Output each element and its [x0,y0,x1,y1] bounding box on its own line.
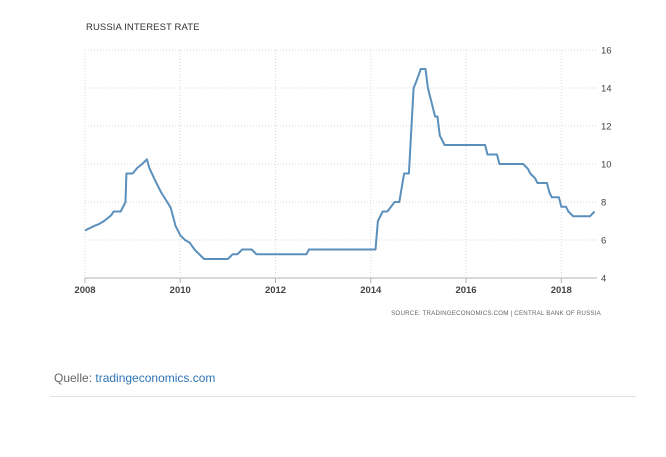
caption-divider [50,396,636,397]
chart-svg: RUSSIA INTEREST RATE 2008 2010 2012 2014 201… [74,22,612,317]
y-tick-label: 10 [601,160,612,171]
y-tick-label: 12 [601,122,612,133]
series-line [84,68,596,260]
x-tick-label: 2014 [360,285,382,296]
chart-title: RUSSIA INTEREST RATE [86,22,200,33]
y-tick-label: 8 [601,198,606,209]
y-tick-label: 6 [601,236,606,247]
x-tick-label: 2016 [455,285,476,296]
chart-source: SOURCE: TRADINGECONOMICS.COM | CENTRAL B… [391,310,602,317]
chart: RUSSIA INTEREST RATE 2008 2010 2012 2014 201… [74,22,612,317]
x-tick-label: 2008 [74,285,95,296]
x-tick-label: 2010 [170,285,191,296]
chart-grid [84,49,597,283]
caption-link[interactable]: tradingeconomics.com [95,371,216,385]
x-tick-label: 2012 [265,285,286,296]
x-axis: 2008 2010 2012 2014 2016 2018 [74,285,571,296]
x-tick-label: 2018 [551,285,572,296]
y-axis: 4 6 8 10 12 14 16 [601,46,612,285]
y-tick-label: 14 [601,84,612,95]
caption: Quelle: tradingeconomics.com [54,371,215,385]
y-tick-label: 4 [601,274,606,285]
caption-prefix: Quelle: [54,371,96,385]
y-tick-label: 16 [601,46,612,57]
